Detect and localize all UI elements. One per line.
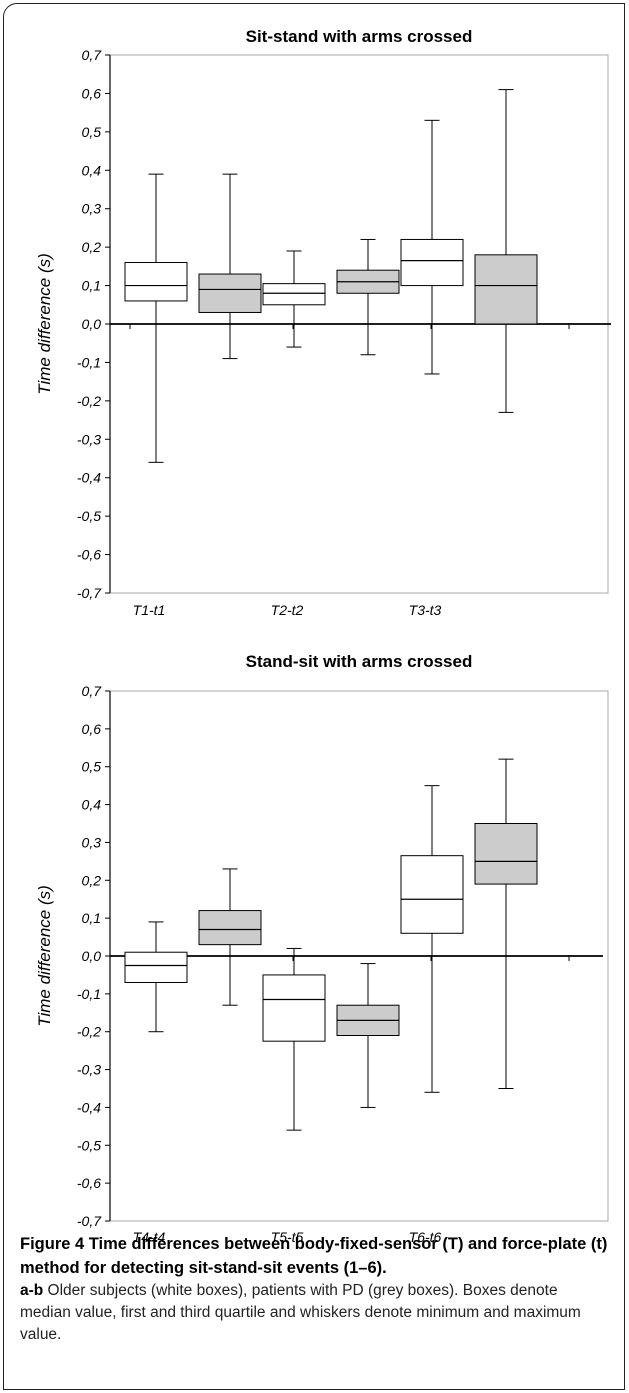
- box-iqr: [400, 238, 464, 287]
- y-tick-label: 0,6: [82, 721, 102, 737]
- y-tick-label: 0,5: [82, 759, 102, 775]
- y-tick-label: -0,1: [77, 354, 101, 370]
- caption-text: Older subjects (white boxes), patients w…: [20, 1282, 581, 1343]
- box-iqr: [262, 974, 326, 1042]
- box-iqr: [400, 855, 464, 934]
- y-tick-label: -0,5: [77, 508, 101, 524]
- figure-caption: Figure 4 Time differences between body-f…: [20, 1232, 610, 1346]
- y-tick-label: 0,1: [82, 278, 101, 294]
- box-iqr: [474, 254, 538, 325]
- box-iqr: [198, 273, 262, 313]
- caption-title: Figure 4 Time differences between body-f…: [20, 1235, 608, 1277]
- y-tick-label: 0,2: [82, 872, 102, 888]
- y-tick-label: -0,1: [77, 986, 101, 1002]
- caption-lead: a-b: [20, 1282, 44, 1299]
- y-tick-label: -0,3: [77, 1062, 101, 1078]
- chart-title: Sit-stand with arms crossed: [246, 27, 473, 46]
- y-tick-label: -0,6: [77, 1175, 101, 1191]
- box-iqr: [262, 283, 326, 306]
- y-tick-label: 0,3: [82, 201, 102, 217]
- x-category-label: T2-t2: [271, 602, 304, 618]
- y-tick-label: 0,6: [82, 85, 102, 101]
- x-category-label: T1-t1: [133, 602, 166, 618]
- y-tick-label: -0,7: [77, 1213, 102, 1229]
- y-tick-label: -0,2: [77, 1024, 101, 1040]
- y-tick-label: -0,2: [77, 393, 101, 409]
- y-tick-label: -0,4: [77, 470, 101, 486]
- caption-body: a-b Older subjects (white boxes), patien…: [20, 1280, 610, 1346]
- y-tick-label: 0,0: [82, 316, 102, 332]
- box-iqr: [124, 262, 188, 302]
- y-tick-label: -0,3: [77, 431, 101, 447]
- figure-frame: [3, 3, 625, 1390]
- y-tick-label: 0,0: [82, 948, 102, 964]
- chart-title: Stand-sit with arms crossed: [246, 652, 473, 671]
- y-tick-label: 0,4: [82, 797, 102, 813]
- y-tick-label: 0,7: [82, 47, 103, 63]
- y-tick-label: 0,7: [82, 683, 103, 699]
- y-tick-label: 0,5: [82, 124, 102, 140]
- y-tick-label: -0,6: [77, 547, 101, 563]
- box-iqr: [474, 823, 538, 885]
- y-tick-label: 0,1: [82, 910, 101, 926]
- y-tick-label: 0,4: [82, 162, 102, 178]
- y-tick-label: 0,2: [82, 239, 102, 255]
- y-tick-label: -0,4: [77, 1099, 101, 1115]
- y-tick-label: 0,3: [82, 834, 102, 850]
- x-category-label: T3-t3: [409, 602, 442, 618]
- x-category-label: T6-t6: [409, 1229, 442, 1245]
- y-tick-label: -0,5: [77, 1137, 101, 1153]
- box-iqr: [124, 951, 188, 984]
- y-axis-label: Time difference (s): [35, 885, 54, 1027]
- x-category-label: T4-t4: [133, 1229, 166, 1245]
- y-tick-label: -0,7: [77, 585, 102, 601]
- y-axis-label: Time difference (s): [35, 253, 54, 395]
- x-category-label: T5-t5: [271, 1229, 304, 1245]
- box-iqr: [198, 910, 262, 946]
